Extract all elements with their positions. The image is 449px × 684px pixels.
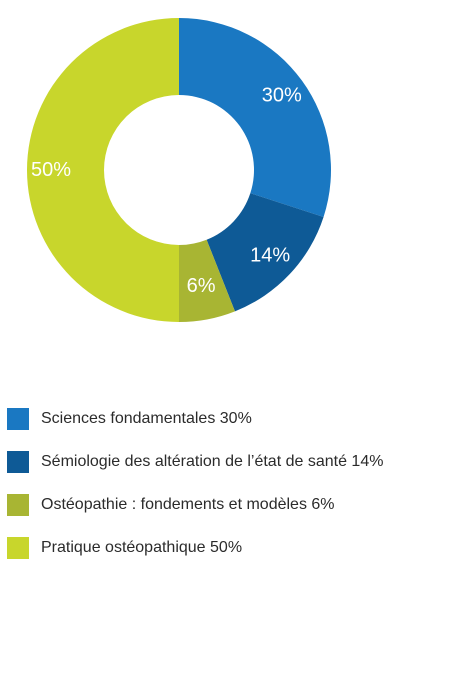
legend-swatch xyxy=(7,494,29,516)
slice-label-pratique-osteopathique: 50% xyxy=(31,159,71,181)
legend-swatch xyxy=(7,408,29,430)
legend-item-pratique-osteopathique: Pratique ostéopathique 50% xyxy=(7,537,383,559)
legend-swatch xyxy=(7,451,29,473)
slice-label-sciences-fondamentales: 30% xyxy=(262,84,302,106)
legend-label: Sémiologie des altération de l’état de s… xyxy=(41,453,384,470)
legend-item-osteopathie-fondements: Ostéopathie : fondements et modèles 6% xyxy=(7,494,383,516)
legend-swatch xyxy=(7,537,29,559)
slice-label-osteopathie-fondements: 6% xyxy=(187,275,216,297)
legend-label: Pratique ostéopathique 50% xyxy=(41,539,243,556)
legend-label: Sciences fondamentales 30% xyxy=(41,410,252,427)
slice-pratique-osteopathique xyxy=(27,18,179,322)
slice-label-semiologie: 14% xyxy=(250,245,290,267)
legend-label: Ostéopathie : fondements et modèles 6% xyxy=(41,496,335,513)
legend-item-sciences-fondamentales: Sciences fondamentales 30% xyxy=(7,408,383,430)
legend-item-semiologie: Sémiologie des altération de l’état de s… xyxy=(7,451,383,473)
chart-legend: Sciences fondamentales 30% Sémiologie de… xyxy=(7,408,383,580)
slice-sciences-fondamentales xyxy=(179,18,331,217)
slice-semiologie xyxy=(206,193,324,312)
donut-chart: 30% 14% 6% 50% xyxy=(27,18,331,322)
slice-osteopathie-fondements xyxy=(179,239,235,322)
